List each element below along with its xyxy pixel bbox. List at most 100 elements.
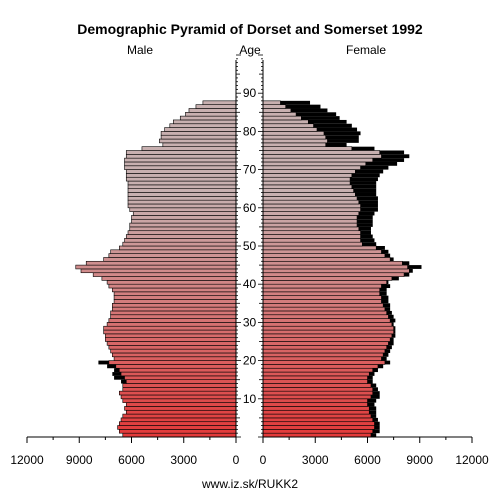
male-bar-age-68 (125, 173, 237, 178)
male-bars (75, 100, 237, 438)
male-bar-age-39 (108, 283, 237, 289)
age-tick-label-30: 30 (243, 315, 257, 329)
female-bar-age-22 (262, 348, 386, 354)
female-bar-age-12 (262, 387, 374, 392)
male-bar-age-1 (119, 429, 237, 434)
male-bar-age-5 (122, 413, 237, 419)
female-bar-age-82 (262, 119, 309, 125)
female-bar-age-20 (262, 356, 382, 361)
female-excess-bar-age-6 (369, 410, 377, 415)
female-bar-age-2 (262, 425, 375, 430)
female-excess-bar-age-85 (290, 108, 328, 113)
female-bar-age-17 (262, 367, 374, 373)
female-excess-bar-age-68 (351, 173, 380, 178)
male-bar-age-42 (92, 272, 237, 277)
female-excess-bar-age-86 (285, 104, 321, 109)
male-bar-age-79 (160, 131, 237, 136)
female-excess-bar-age-17 (372, 368, 378, 373)
female-bar-age-46 (262, 257, 391, 262)
male-bar-age-45 (85, 260, 237, 266)
female-excess-bar-age-23 (386, 345, 392, 350)
male-bar-age-28 (103, 325, 237, 331)
male-bar-age-52 (125, 234, 237, 239)
female-excess-bar-age-8 (367, 402, 375, 407)
x-tick-label-male-0: 0 (233, 453, 240, 467)
female-excess-bar-age-65 (351, 184, 377, 189)
x-tick-label-male-6000: 6000 (118, 453, 145, 467)
female-excess-bar-age-45 (402, 261, 410, 266)
female-excess-bar-age-57 (357, 215, 373, 220)
male-bar-age-46 (103, 257, 237, 262)
female-bar-age-9 (262, 398, 368, 403)
female-bar-age-71 (262, 161, 367, 167)
female-excess-bar-age-73 (381, 154, 410, 159)
female-bar-age-36 (262, 295, 382, 300)
female-bar-age-48 (262, 249, 382, 254)
male-bar-age-21 (112, 352, 237, 358)
female-excess-bar-age-29 (391, 322, 394, 327)
male-bar-age-71 (124, 161, 237, 167)
female-bar-age-13 (262, 383, 372, 388)
male-bar-age-47 (108, 253, 237, 258)
male-bar-age-10 (120, 394, 237, 400)
female-excess-bar-age-18 (377, 364, 384, 369)
female-excess-bar-age-15 (367, 375, 373, 380)
male-bar-age-77 (159, 138, 237, 144)
x-axis-male: 12000 9000 6000 3000 0 (10, 436, 240, 467)
age-tick-label-20: 20 (243, 354, 257, 368)
male-bar-age-84 (185, 112, 237, 117)
male-excess-bar-age-14 (121, 379, 127, 384)
male-bar-age-73 (125, 154, 237, 159)
female-bar-age-16 (262, 371, 370, 377)
male-bar-age-34 (112, 302, 237, 308)
male-bar-age-58 (132, 211, 237, 216)
chart-title: Demographic Pyramid of Dorset and Somers… (77, 21, 423, 37)
female-bar-age-80 (262, 127, 318, 132)
female-bar-age-6 (262, 409, 370, 415)
female-bar-age-7 (262, 406, 370, 411)
female-excess-bar-age-64 (353, 188, 377, 193)
female-bar-age-87 (262, 100, 281, 105)
female-excess-bar-age-40 (386, 280, 389, 285)
female-excess-bar-age-84 (296, 112, 337, 117)
male-bar-age-11 (119, 390, 237, 396)
male-bar-age-43 (80, 268, 237, 274)
female-bar-age-55 (262, 222, 358, 228)
male-bar-age-50 (122, 241, 237, 247)
male-bar-age-23 (108, 345, 237, 350)
female-bar-age-38 (262, 287, 380, 293)
male-bar-age-31 (110, 314, 237, 319)
male-bar-age-53 (127, 230, 237, 235)
x-tick-label-female-3000: 3000 (302, 453, 329, 467)
female-excess-bar-age-77 (327, 139, 359, 143)
female-bar-age-70 (262, 165, 361, 170)
female-bar-age-4 (262, 417, 374, 423)
female-bar-age-58 (262, 211, 360, 216)
male-excess-bar-age-15 (114, 375, 125, 380)
female-excess-bar-age-76 (325, 142, 347, 147)
male-bar-age-18 (115, 364, 237, 369)
female-excess-bar-age-74 (379, 150, 405, 155)
male-label: Male (127, 43, 153, 57)
female-bar-age-49 (262, 245, 377, 251)
male-bar-age-35 (113, 299, 237, 304)
male-bar-age-36 (113, 295, 237, 300)
female-excess-bar-age-43 (409, 268, 413, 273)
x-tick-label-female-6000: 6000 (354, 453, 381, 467)
male-bar-age-37 (113, 291, 237, 296)
female-excess-bar-age-48 (381, 249, 389, 254)
female-bar-age-69 (262, 169, 356, 174)
female-bar-age-33 (262, 306, 386, 312)
female-bar-age-62 (262, 196, 358, 201)
female-bar-age-76 (262, 142, 327, 147)
female-bar-age-66 (262, 180, 351, 186)
male-bar-age-85 (188, 108, 237, 113)
male-bar-age-24 (106, 341, 237, 346)
female-bar-age-0 (262, 432, 372, 438)
male-bar-age-83 (179, 115, 237, 121)
female-bar-age-86 (262, 104, 286, 109)
male-bar-age-12 (122, 387, 237, 392)
female-bar-age-65 (262, 184, 353, 190)
female-bars (262, 100, 422, 438)
male-bar-age-57 (131, 215, 237, 220)
